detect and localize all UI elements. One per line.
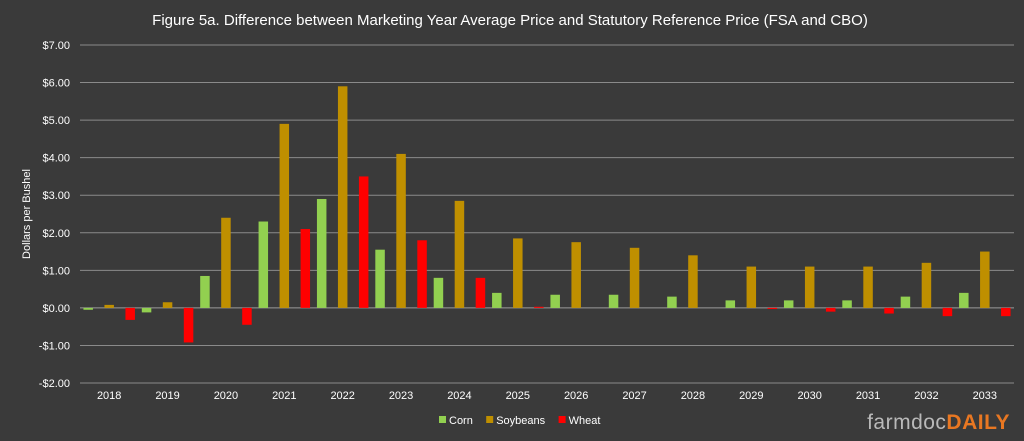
- bar-soybeans-2025: [513, 238, 523, 308]
- legend-swatch-wheat: [558, 416, 566, 423]
- y-tick-label: $2.00: [42, 228, 70, 240]
- y-tick-label: $1.00: [42, 265, 70, 277]
- x-tick-label: 2022: [330, 390, 354, 402]
- bar-corn-2022: [316, 198, 327, 308]
- legend-swatch-corn: [439, 416, 446, 423]
- grid-layer: [80, 44, 1014, 384]
- x-tick-label: 2018: [97, 390, 121, 402]
- bar-soybeans-2027: [629, 247, 640, 308]
- bar-soybeans-2033: [980, 251, 990, 308]
- y-tick-label: $4.00: [42, 153, 70, 165]
- y-tick-label: $0.00: [42, 303, 70, 315]
- bar-soybeans-2024: [454, 200, 465, 308]
- y-tick-label: $7.00: [42, 40, 70, 52]
- x-tick-label: 2020: [214, 390, 238, 402]
- x-tick-label: 2033: [973, 390, 997, 402]
- bar-wheat-2023: [417, 240, 427, 308]
- bar-soybeans-2026: [571, 242, 581, 308]
- x-tick-label: 2029: [739, 390, 763, 402]
- x-tick-label: 2027: [622, 390, 646, 402]
- bar-corn-2024: [433, 277, 444, 308]
- bar-wheat-2021: [300, 229, 311, 308]
- legend-label-wheat: Wheat: [569, 415, 601, 427]
- x-tick-label: 2031: [856, 390, 880, 402]
- x-tick-label: 2019: [155, 390, 179, 402]
- bar-corn-2026: [550, 294, 560, 308]
- y-tick-label: -$2.00: [39, 378, 70, 390]
- bar-corn-2028: [667, 296, 677, 308]
- bar-soybeans-2020: [221, 217, 231, 308]
- chart-title: Figure 5a. Difference between Marketing …: [152, 12, 868, 29]
- legend-swatch-soybeans: [486, 416, 494, 423]
- x-tick-label: 2021: [272, 390, 296, 402]
- bar-corn-2029: [725, 300, 736, 308]
- x-axis-ticks: 2018 2019 2020 2021 2022 2023 2024 2025 2026 2027…: [97, 390, 997, 402]
- y-tick-label: $5.00: [42, 115, 70, 127]
- bar-wheat-2030: [825, 307, 836, 312]
- bar-corn-2025: [492, 292, 502, 308]
- bar-soybeans-2032: [921, 262, 932, 308]
- bar-wheat-2024: [475, 277, 486, 308]
- bar-corn-2021: [258, 221, 269, 308]
- bar-wheat-2029: [767, 307, 778, 310]
- bar-wheat-2022: [358, 176, 369, 308]
- bar-corn-2031: [842, 300, 852, 308]
- bar-soybeans-2022: [337, 86, 348, 308]
- bar-corn-2020: [200, 275, 210, 308]
- y-axis-ticks: -$2.00 -$1.00 $0.00 $1.00 $2.00 $3.00 $4.00 $5.…: [39, 40, 70, 390]
- brand-logo: farmdocDAILY: [867, 411, 1010, 435]
- brand-part1: farmdoc: [867, 411, 947, 434]
- x-tick-label: 2023: [389, 390, 413, 402]
- bar-soybeans-2023: [396, 153, 406, 308]
- bar-soybeans-2021: [279, 123, 290, 308]
- bar-soybeans-2029: [746, 266, 757, 308]
- bars-layer: [83, 86, 1011, 343]
- bar-corn-2023: [375, 249, 385, 308]
- bar-corn-2032: [900, 296, 911, 308]
- y-axis-label: Dollars per Bushel: [21, 169, 33, 259]
- bar-corn-2030: [783, 300, 794, 308]
- x-tick-label: 2025: [506, 390, 530, 402]
- bar-soybeans-2018: [104, 304, 114, 308]
- x-tick-label: 2028: [681, 390, 705, 402]
- bar-corn-2018: [83, 307, 93, 310]
- y-tick-label: $6.00: [42, 78, 70, 90]
- x-tick-label: 2032: [914, 390, 938, 402]
- bar-corn-2027: [608, 294, 619, 308]
- y-tick-label: -$1.00: [39, 340, 70, 352]
- bar-wheat-2032: [942, 307, 953, 317]
- bar-soybeans-2031: [863, 266, 873, 308]
- bar-wheat-2031: [884, 307, 894, 314]
- bar-soybeans-2030: [804, 266, 815, 308]
- bar-corn-2019: [141, 307, 152, 313]
- bar-soybeans-2028: [688, 255, 698, 308]
- legend-label-corn: Corn: [449, 415, 473, 427]
- bar-wheat-2025: [534, 306, 544, 308]
- bar-wheat-2019: [183, 307, 194, 343]
- brand-part2: DAILY: [946, 411, 1010, 434]
- bar-corn-2033: [959, 292, 969, 308]
- y-tick-label: $3.00: [42, 190, 70, 202]
- x-tick-label: 2024: [447, 390, 471, 402]
- bar-wheat-2033: [1001, 307, 1011, 317]
- bar-wheat-2018: [125, 307, 135, 320]
- legend: Corn Soybeans Wheat: [439, 415, 600, 427]
- x-tick-label: 2030: [797, 390, 821, 402]
- x-tick-label: 2026: [564, 390, 588, 402]
- legend-label-soybeans: Soybeans: [496, 415, 545, 427]
- bar-soybeans-2019: [162, 302, 173, 308]
- bar-wheat-2020: [242, 307, 252, 325]
